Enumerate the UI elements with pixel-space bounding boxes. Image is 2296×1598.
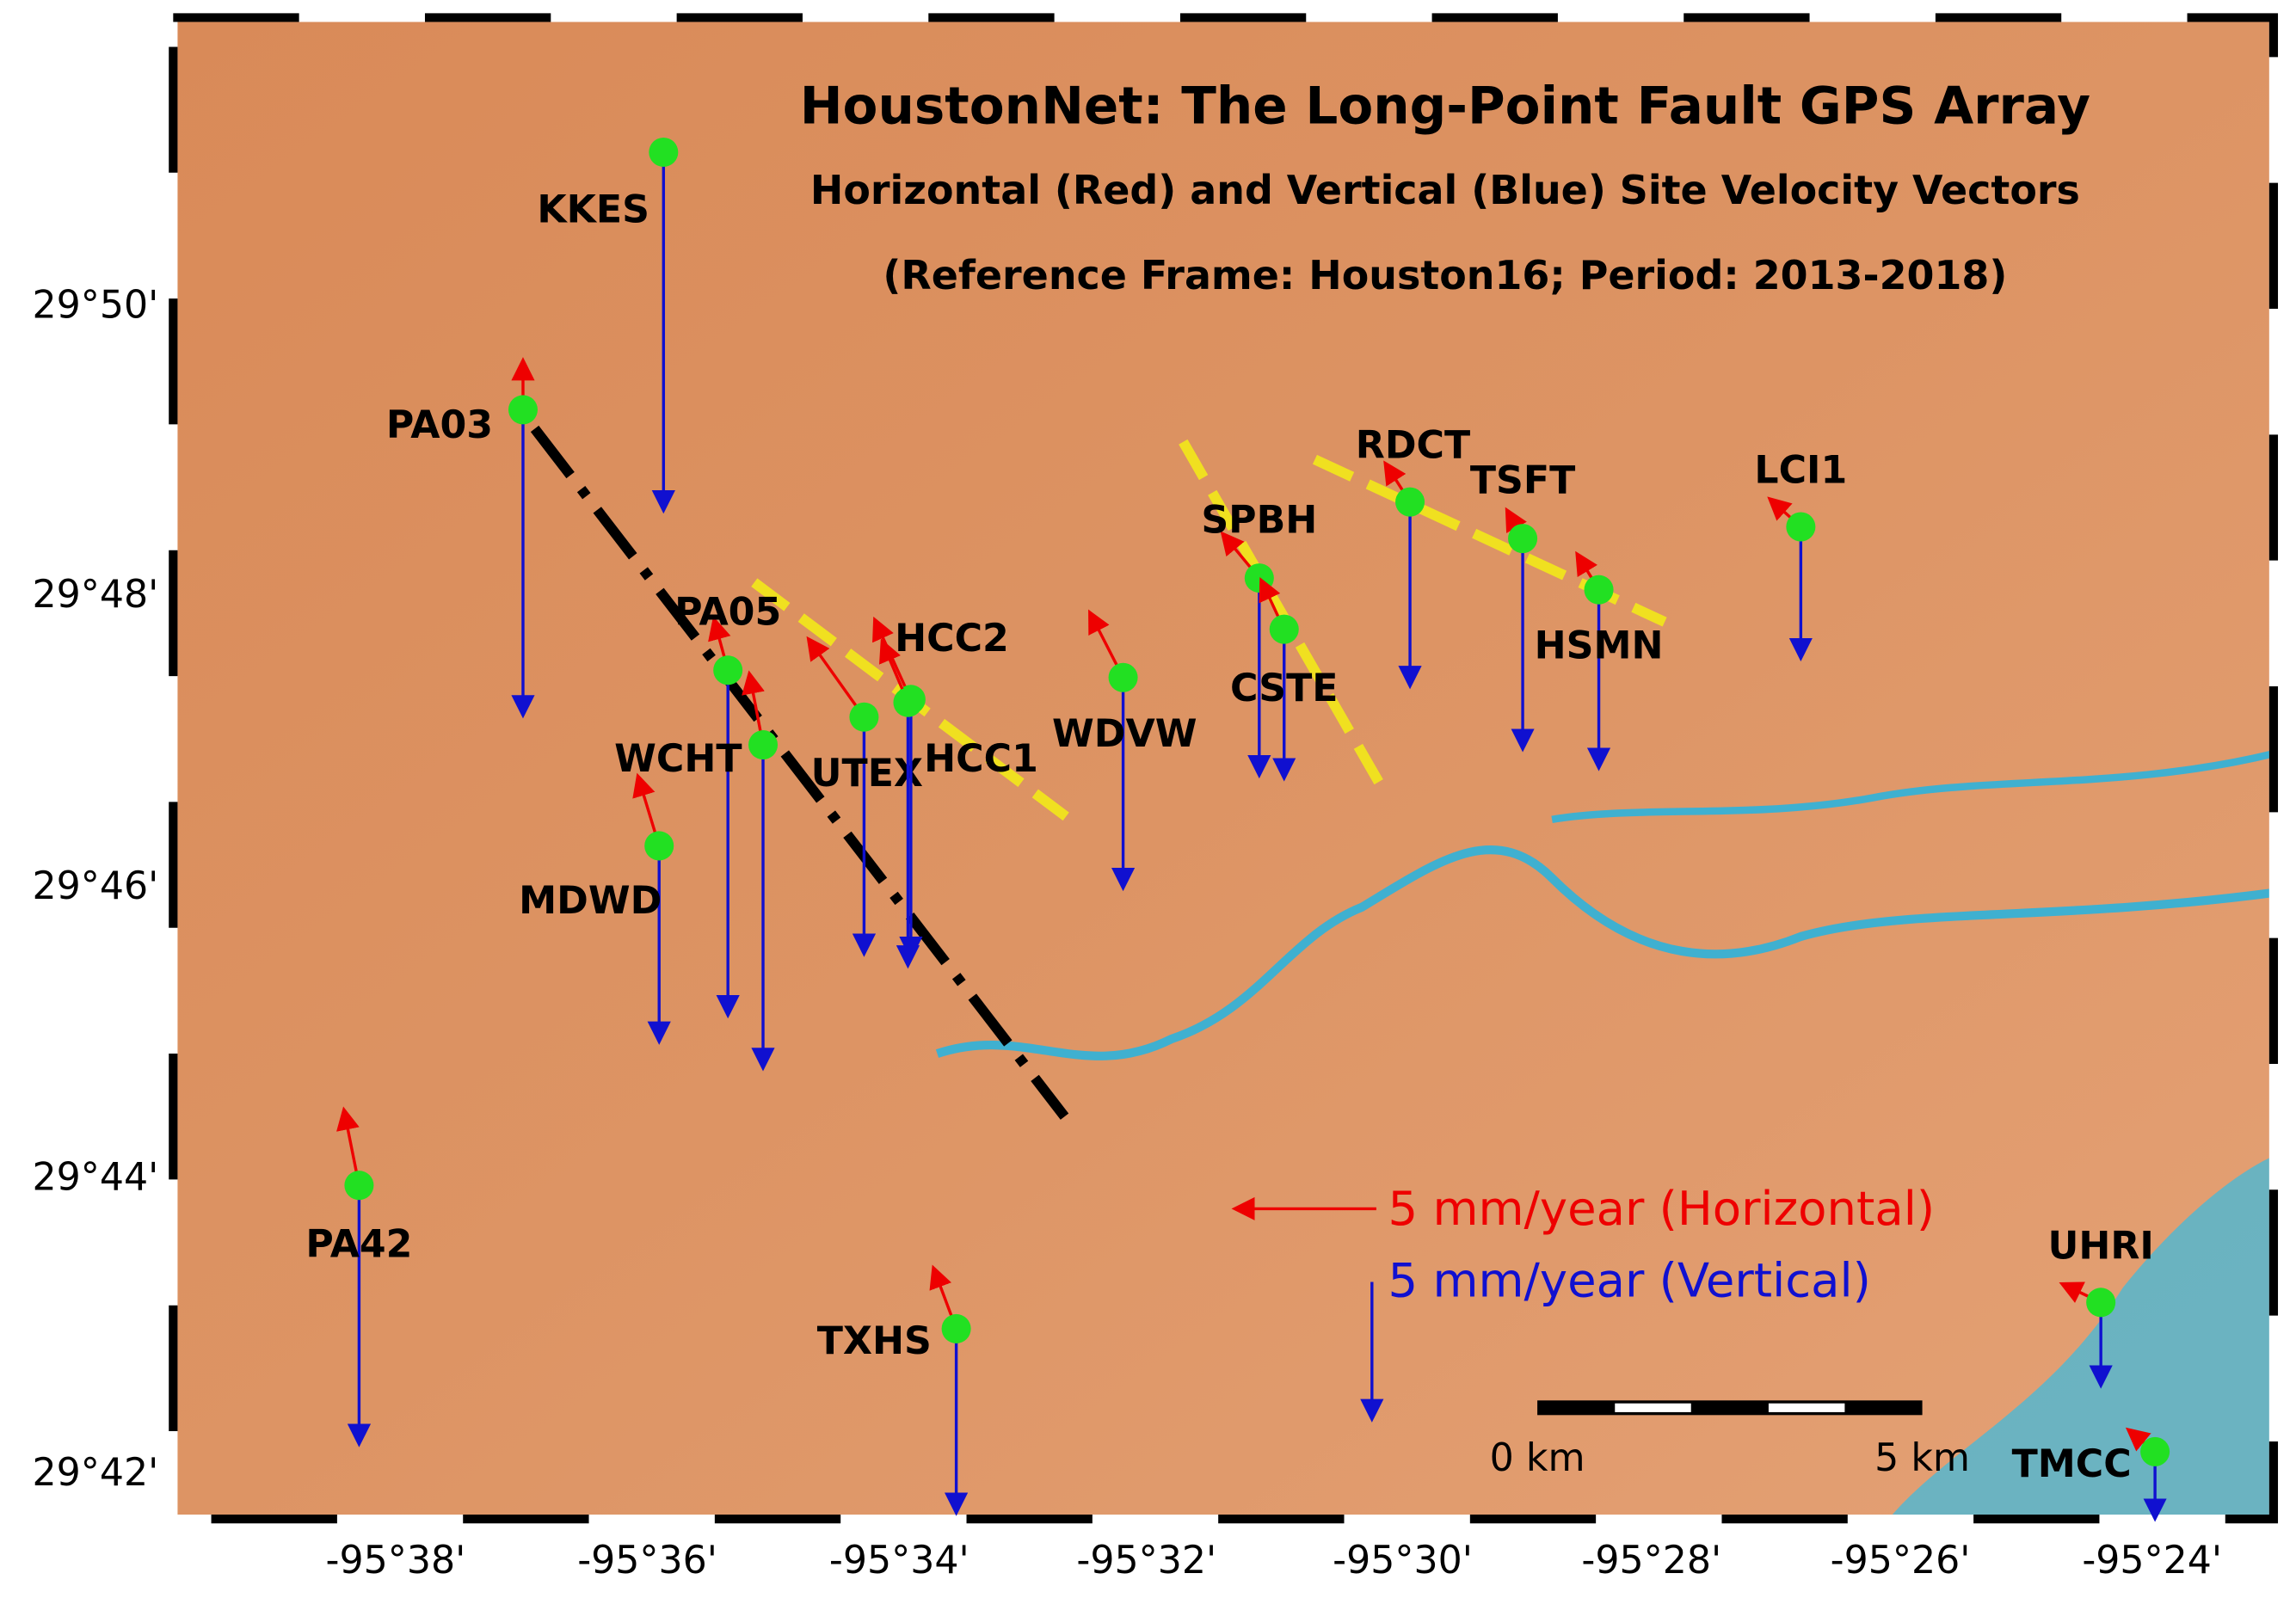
station: PA42 [305, 1106, 412, 1447]
station-dot [849, 702, 879, 732]
station-label: PA03 [386, 403, 493, 447]
horizontal-velocity [806, 636, 865, 718]
station: WDVW [1052, 609, 1197, 892]
latitude-tick-label: 29°48' [32, 573, 158, 617]
bayou [1551, 750, 2274, 824]
scale-label: 0 km [1490, 1436, 1585, 1480]
map-title: HoustonNet: The Long-Point Fault GPS Arr… [800, 77, 2090, 137]
station-dot [344, 1171, 374, 1201]
longitude-tick-label: -95°32' [1076, 1539, 1216, 1583]
axis-labels: 29°50' 29°48' 29°46' 29°44' 29°42' -95°38' -95… [32, 283, 2222, 1583]
reference-note: (Reference Frame: Houston16; Period: 201… [883, 252, 2007, 298]
station: LCI1 [1754, 449, 1847, 662]
station: PA05 [674, 591, 781, 1019]
longitude-tick-label: -95°36' [577, 1539, 717, 1583]
station: UTEX [806, 636, 923, 957]
station-dot [893, 687, 923, 717]
latitude-tick-label: 29°46' [32, 864, 158, 908]
station-dot [644, 831, 674, 861]
station-dot [713, 655, 743, 685]
station-dot [1244, 563, 1274, 593]
station-label: KKES [537, 188, 649, 232]
station: MDWD [519, 772, 674, 1045]
scale-bar [1537, 1400, 1923, 1416]
station-label: LCI1 [1754, 449, 1847, 493]
station: RDCT [1356, 424, 1470, 690]
longitude-tick-label: -95°28' [1581, 1539, 1721, 1583]
station-dot [941, 1313, 971, 1343]
station-dot [649, 137, 679, 167]
station-label: UHRI [2047, 1224, 2153, 1268]
frame-ticks [169, 13, 2279, 1524]
station-label: UTEX [811, 752, 923, 796]
station-dot [1584, 575, 1614, 605]
station-dot [1395, 487, 1425, 517]
station: TXHS [817, 1264, 971, 1516]
station-label: HSMN [1535, 624, 1664, 668]
scale-bar-segment [1615, 1403, 1691, 1412]
station-dot [1108, 662, 1138, 692]
fault-trace [530, 425, 1069, 1120]
map-subtitle: Horizontal (Red) and Vertical (Blue) Sit… [810, 167, 2080, 213]
latitude-tick-label: 29°44' [32, 1155, 158, 1199]
station: PA03 [386, 357, 538, 719]
station-label: CSTE [1230, 667, 1339, 710]
fault-segment [1179, 439, 1384, 786]
station-dot [2140, 1436, 2170, 1466]
station: UHRI [2047, 1224, 2154, 1389]
longitude-tick-label: -95°24' [2082, 1539, 2222, 1583]
station-dot [508, 395, 538, 425]
water-area [1888, 1156, 2274, 1520]
station-label: TSFT [1470, 458, 1575, 502]
station-label: SPBH [1201, 498, 1317, 542]
station-dot [1269, 614, 1299, 644]
station-label: PA05 [674, 591, 781, 635]
latitude-tick-label: 29°42' [32, 1451, 158, 1495]
station: TSFT [1470, 458, 1575, 753]
scale-bar-segment [1768, 1403, 1845, 1412]
station: HCC1 [878, 638, 1038, 969]
station-dot [748, 730, 779, 760]
legend-label: 5 mm/year (Horizontal) [1388, 1181, 1936, 1236]
station-label: TXHS [817, 1319, 932, 1363]
longitude-tick-label: -95°30' [1333, 1539, 1473, 1583]
scale-label: 5 km [1874, 1436, 1970, 1480]
station-label: PA42 [305, 1223, 412, 1267]
longitude-tick-label: -95°26' [1831, 1539, 1971, 1583]
bayou [935, 845, 2274, 1060]
longitude-tick-label: -95°34' [829, 1539, 969, 1583]
legend-label: 5 mm/year (Vertical) [1388, 1252, 1871, 1307]
station-label: TMCC [2012, 1442, 2132, 1486]
latitude-tick-label: 29°50' [32, 283, 158, 327]
station: TMCC [2012, 1427, 2170, 1522]
station: HSMN [1535, 550, 1664, 771]
station-dot [1508, 524, 1538, 554]
station-label: HCC2 [895, 617, 1009, 661]
longitude-tick-label: -95°38' [326, 1539, 466, 1583]
station-label: RDCT [1356, 424, 1470, 468]
station: CSTE [1230, 577, 1339, 782]
stations: KKES PA03 PA05 WCHT UTEX HCC2 HCC1 WDVW MDWD SPBH… [305, 137, 2170, 1522]
station-label: WCHT [614, 737, 742, 781]
map-background [173, 17, 2274, 1520]
station-label: WDVW [1052, 712, 1197, 756]
station-dot [2086, 1288, 2116, 1318]
station-label: MDWD [519, 879, 662, 923]
station-label: HCC1 [924, 737, 1038, 781]
station-dot [1786, 512, 1816, 542]
scale-bar-body [1537, 1400, 1923, 1416]
station: KKES [537, 137, 679, 514]
